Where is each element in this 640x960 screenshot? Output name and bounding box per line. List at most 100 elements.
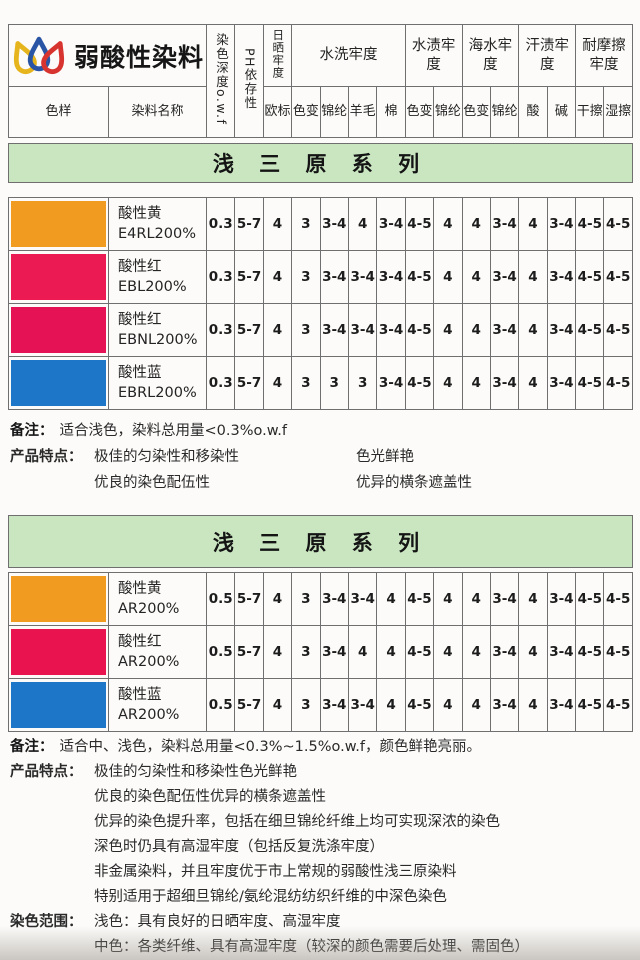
fastness-value: 3-4	[376, 303, 406, 357]
group-perspiration-fastness: 汗渍牢度	[518, 24, 577, 87]
fastness-value: 4	[433, 572, 463, 626]
fastness-value: 3	[291, 197, 321, 251]
notes-block-1: 备注： 适合浅色，染料总用量<0.3%o.w.f 产品特点： 极佳的匀染性和移染性…	[10, 418, 630, 496]
features-left-column: 极佳的匀染性和移染性 优良的染色配伍性	[94, 444, 356, 496]
fastness-value: 3-4	[489, 303, 520, 357]
note-line: 中色：各类纤维、具有高湿牢度（较深的颜色需要后处理、需固色）	[94, 939, 529, 955]
fastness-value: 4-5	[575, 625, 605, 679]
dye-row: 酸性红 EBL200% 0.3 5-7 4 3 3-4 3-4 3-4 4-5 4 4 3-4 4 3-4 4…	[8, 250, 633, 304]
fastness-value: 3	[291, 356, 321, 410]
sub-rub-dry: 干擦	[575, 86, 605, 138]
fastness-value: 3-4	[489, 356, 520, 410]
dye-name: 酸性红 EBNL200%	[108, 303, 207, 357]
sub-eu-standard: 欧标	[262, 86, 293, 138]
note-line: 浅色：具有良好的日晒牢度、高湿牢度	[94, 914, 341, 930]
fastness-value: 3-4	[546, 197, 577, 251]
color-swatch	[8, 197, 109, 251]
fastness-value: 4	[518, 678, 548, 732]
fastness-value: 4-5	[603, 356, 633, 410]
color-swatch	[8, 303, 109, 357]
series-banner-1: 浅 三 原 系 列	[8, 143, 633, 183]
fastness-value: 4-5	[603, 678, 633, 732]
sub-wash-color-change: 色变	[291, 86, 321, 138]
note-line: 极佳的匀染性和移染性色光鲜艳	[94, 764, 297, 780]
features-list: 极佳的匀染性和移染性色光鲜艳 优良的染色配伍性优异的横条遮盖性 优异的染色提升率，包…	[94, 760, 500, 910]
fastness-value: 0.5	[205, 678, 236, 732]
fastness-value: 4-5	[404, 572, 435, 626]
fastness-value: 3-4	[319, 197, 349, 251]
brand-header: 弱酸性染料	[7, 24, 208, 87]
fastness-value: 4	[518, 197, 548, 251]
fastness-value: 3-4	[546, 356, 577, 410]
dye-row: 酸性黄 E4RL200% 0.3 5-7 4 3 3-4 4 3-4 4-5 4 4 3-4 4 3-4 4-…	[8, 197, 633, 251]
dye-name: 酸性蓝 AR200%	[108, 678, 207, 732]
fastness-value: 4-5	[575, 678, 605, 732]
color-swatch	[8, 678, 109, 732]
dye-row: 酸性黄 AR200% 0.5 5-7 4 3 3-4 3-4 4 4-5 4 4 3-4 4 3-4 4-5 4…	[8, 572, 633, 626]
fastness-value: 5-7	[234, 678, 264, 732]
note-line: 非金属染料，并且牢度优于市上常规的弱酸性浅三原染料	[94, 864, 457, 880]
color-swatch	[8, 356, 109, 410]
group-water-stain-fastness: 水渍牢度	[404, 24, 463, 87]
fastness-value: 5-7	[234, 625, 264, 679]
fastness-value: 4	[518, 625, 548, 679]
col-color-sample: 色样	[8, 86, 109, 138]
fastness-value: 3-4	[546, 250, 577, 304]
three-droplets-logo-icon	[13, 36, 65, 74]
fastness-value: 5-7	[234, 356, 264, 410]
fastness-value: 4-5	[603, 572, 633, 626]
fastness-value: 3-4	[489, 250, 520, 304]
features-label-2: 产品特点：	[10, 764, 83, 780]
fastness-value: 4	[262, 197, 293, 251]
fastness-value: 4	[262, 625, 293, 679]
fastness-value: 3	[291, 303, 321, 357]
sub-sea-color-change: 色变	[461, 86, 491, 138]
fastness-value: 4	[518, 303, 548, 357]
dye-row: 酸性蓝 EBRL200% 0.3 5-7 4 3 3 3 3-4 4-5 4 4 3-4 4 3-4 4-5 4…	[8, 356, 633, 410]
fastness-value: 3	[291, 625, 321, 679]
group-wash-fastness: 水洗牢度	[291, 24, 406, 87]
fastness-value: 4-5	[404, 625, 435, 679]
remark-label: 备注：	[10, 423, 54, 439]
note-line: 深色时仍具有高湿牢度（包括反复洗涤牢度）	[94, 839, 384, 855]
fastness-value: 4	[433, 303, 463, 357]
notes-block-2: 备注： 适合中、浅色，染料总用量<0.3%~1.5%o.w.f，颜色鲜艳亮丽。 产…	[10, 735, 636, 960]
remark-line-2: 备注： 适合中、浅色，染料总用量<0.3%~1.5%o.w.f，颜色鲜艳亮丽。	[10, 735, 636, 760]
fastness-value: 4-5	[603, 250, 633, 304]
dye-name: 酸性红 EBL200%	[108, 250, 207, 304]
fastness-value: 4-5	[575, 303, 605, 357]
dyeing-scope: 染色范围： 浅色：具有良好的日晒牢度、高湿牢度中色：各类纤维、具有高湿牢度（较深…	[10, 910, 636, 960]
fastness-value: 4	[461, 303, 491, 357]
scope-label: 染色范围：	[10, 914, 83, 930]
col-ph: PH依存性	[234, 24, 264, 138]
note-line: 优异的横条遮盖性	[356, 475, 472, 491]
fastness-value: 4	[376, 678, 406, 732]
fastness-value: 4	[433, 678, 463, 732]
fastness-value: 4	[347, 625, 378, 679]
remark-label-2: 备注：	[10, 739, 54, 755]
fastness-value: 0.3	[205, 197, 236, 251]
color-swatch	[8, 572, 109, 626]
sub-sweat-alkali: 碱	[546, 86, 577, 138]
dye-name: 酸性红 AR200%	[108, 625, 207, 679]
fastness-value: 4-5	[603, 197, 633, 251]
fastness-value: 4	[262, 250, 293, 304]
fastness-value: 3	[291, 250, 321, 304]
fastness-value: 4-5	[404, 356, 435, 410]
fastness-value: 4-5	[575, 572, 605, 626]
fastness-value: 3-4	[546, 625, 577, 679]
sub-sweat-acid: 酸	[518, 86, 548, 138]
fastness-value: 3-4	[489, 625, 520, 679]
features-right-column: 色光鲜艳 优异的横条遮盖性	[356, 444, 472, 496]
dye-table-1: 酸性黄 E4RL200% 0.3 5-7 4 3 3-4 4 3-4 4-5 4 4 3-4 4 3-4 4-…	[8, 197, 633, 410]
fastness-value: 5-7	[234, 250, 264, 304]
fastness-value: 3-4	[546, 678, 577, 732]
fastness-value: 4	[518, 250, 548, 304]
fastness-value: 4	[433, 356, 463, 410]
product-features: 产品特点： 极佳的匀染性和移染性 优良的染色配伍性 色光鲜艳 优异的横条遮盖性	[10, 444, 630, 496]
fastness-value: 4	[461, 250, 491, 304]
fastness-value: 3-4	[489, 197, 520, 251]
fastness-value: 0.3	[205, 303, 236, 357]
fastness-value: 4	[262, 572, 293, 626]
col-dye-name: 染料名称	[107, 86, 208, 138]
